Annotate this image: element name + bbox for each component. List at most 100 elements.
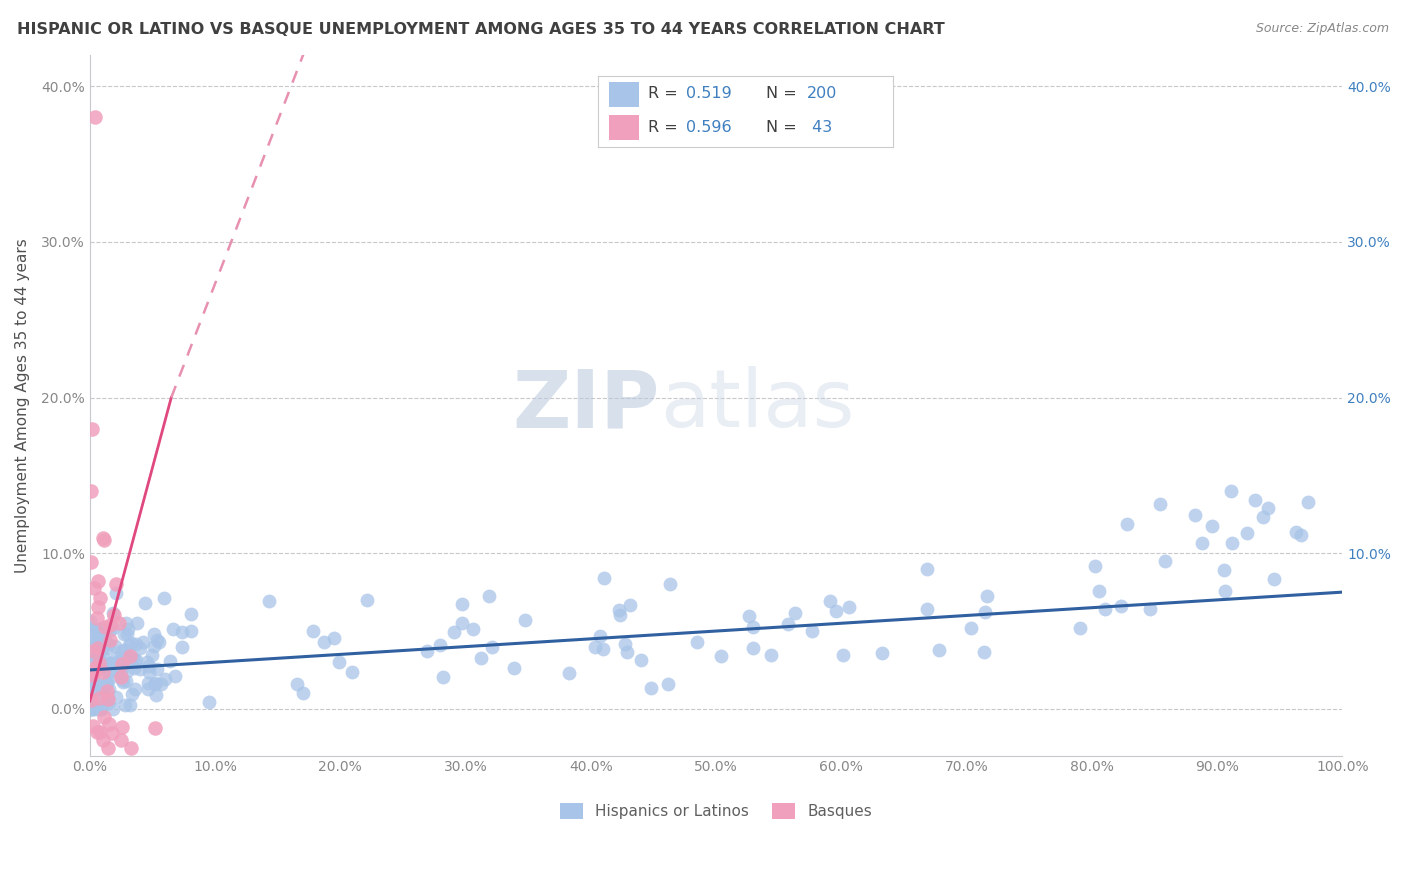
Point: [82, 638, 104, 652]
Point: [111, 675, 134, 690]
Point: [111, 673, 134, 687]
Text: N =: N =: [766, 120, 801, 135]
Point: [97, 681, 120, 696]
Point: [84, 702, 107, 716]
Point: [91, 698, 114, 712]
Point: [84, 664, 107, 678]
Point: [83, 581, 105, 595]
Point: [80, 631, 103, 645]
Point: [142, 639, 165, 653]
Point: [285, 677, 308, 691]
Point: [125, 637, 148, 651]
Point: [1139, 602, 1161, 616]
Point: [1257, 501, 1279, 516]
Point: [96, 674, 118, 689]
Point: [80, 702, 103, 716]
Point: [136, 682, 159, 697]
Point: [314, 635, 336, 649]
Point: [180, 624, 202, 639]
Point: [974, 605, 997, 619]
Point: [86, 611, 108, 625]
Point: [101, 606, 124, 620]
Point: [110, 660, 132, 674]
Point: [120, 648, 142, 663]
Point: [97, 672, 120, 686]
Point: [111, 720, 134, 734]
Point: [513, 613, 536, 627]
Point: [86, 641, 108, 656]
Point: [87, 656, 110, 670]
Point: [108, 666, 131, 681]
Point: [110, 670, 132, 684]
Point: [1116, 517, 1139, 532]
Point: [91, 649, 114, 664]
Point: [103, 608, 125, 623]
Point: [742, 619, 765, 633]
Point: [1212, 563, 1234, 577]
Point: [97, 691, 120, 706]
Text: 200: 200: [807, 87, 838, 101]
Point: [96, 696, 118, 710]
Point: [917, 562, 939, 576]
Point: [592, 571, 614, 585]
Point: [79, 615, 101, 629]
Point: [838, 600, 860, 615]
Point: [630, 653, 652, 667]
Point: [120, 698, 142, 713]
Point: [198, 695, 221, 709]
Point: [80, 675, 103, 690]
Point: [112, 626, 135, 640]
Point: [97, 666, 120, 681]
Point: [80, 622, 103, 636]
Point: [503, 661, 526, 675]
Point: [91, 665, 114, 679]
Point: [89, 690, 111, 705]
Point: [443, 624, 465, 639]
Point: [93, 710, 115, 724]
Point: [592, 642, 614, 657]
Y-axis label: Unemployment Among Ages 35 to 44 years: Unemployment Among Ages 35 to 44 years: [15, 238, 30, 573]
Point: [115, 655, 138, 669]
Point: [101, 702, 124, 716]
Text: N =: N =: [766, 87, 801, 101]
Point: [976, 589, 998, 603]
Point: [94, 677, 117, 691]
Point: [89, 625, 111, 640]
Point: [429, 638, 451, 652]
Point: [93, 658, 115, 673]
Point: [115, 627, 138, 641]
Point: [89, 702, 111, 716]
Point: [100, 656, 122, 670]
Point: [108, 654, 131, 668]
Point: [640, 681, 662, 695]
Point: [87, 653, 110, 667]
Point: [170, 625, 193, 640]
Point: [162, 622, 184, 636]
Point: [776, 617, 799, 632]
Point: [481, 640, 503, 655]
Point: [134, 596, 156, 610]
Point: [1201, 519, 1223, 533]
Point: [609, 603, 631, 617]
Point: [87, 648, 110, 663]
Point: [91, 733, 114, 747]
Point: [138, 665, 160, 679]
Point: [104, 585, 127, 599]
Point: [973, 645, 995, 659]
Point: [112, 643, 135, 657]
Point: [131, 635, 153, 649]
Point: [93, 633, 115, 648]
Point: [180, 607, 202, 622]
Point: [619, 598, 641, 612]
Point: [89, 626, 111, 640]
Point: [107, 616, 129, 631]
Point: [98, 623, 121, 637]
Point: [124, 681, 146, 696]
Point: [145, 721, 167, 735]
Point: [129, 662, 152, 676]
Point: [84, 677, 107, 691]
Point: [82, 668, 104, 682]
Point: [79, 483, 101, 498]
Point: [84, 637, 107, 651]
Point: [83, 684, 105, 698]
